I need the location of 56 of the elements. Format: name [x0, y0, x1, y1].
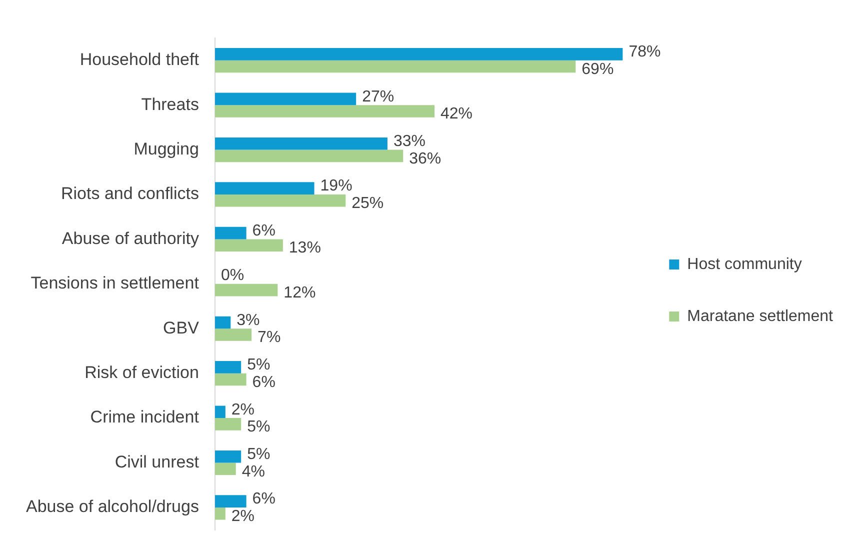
- bar: [214, 226, 246, 240]
- data-label: 13%: [288, 240, 321, 257]
- data-label: 19%: [320, 178, 352, 195]
- data-label: 6%: [252, 374, 276, 391]
- bar: [214, 182, 314, 194]
- bar: [214, 239, 283, 252]
- bar: [214, 48, 623, 60]
- bar: [214, 507, 226, 520]
- bar: [214, 328, 252, 341]
- y-tick-label: Risk of eviction: [84, 363, 199, 382]
- data-label: 4%: [242, 463, 265, 480]
- bar: [214, 361, 242, 374]
- data-label: 5%: [247, 356, 270, 374]
- data-label: 0%: [220, 267, 244, 284]
- y-tick-label: Crime incident: [90, 408, 200, 427]
- bar: [214, 150, 404, 162]
- data-label: 6%: [252, 222, 276, 240]
- y-tick-label: GBV: [163, 318, 200, 338]
- bar: [214, 92, 356, 106]
- data-label: 12%: [284, 284, 316, 302]
- bar: [214, 418, 242, 430]
- data-label: 3%: [236, 312, 260, 329]
- y-tick-label: Mugging: [134, 139, 199, 158]
- bar: [214, 105, 435, 118]
- y-tick-label: Abuse of authority: [62, 228, 200, 248]
- bar: [214, 450, 242, 463]
- bar: [214, 406, 226, 418]
- data-label: 2%: [231, 401, 255, 418]
- data-label: 6%: [252, 490, 276, 508]
- y-tick-label: Threats: [141, 94, 199, 114]
- y-tick-label: Riots and conflicts: [60, 184, 199, 204]
- bar: [214, 373, 246, 386]
- data-label: 25%: [352, 195, 384, 212]
- bar: [214, 137, 388, 150]
- y-tick-label: Tensions in settlement: [30, 274, 200, 293]
- bar: [214, 194, 346, 207]
- bar: [214, 495, 246, 508]
- data-label: 36%: [409, 150, 442, 168]
- bar: [214, 60, 576, 73]
- data-label: 42%: [440, 106, 473, 123]
- data-label: 27%: [362, 88, 394, 106]
- bar: [214, 316, 231, 329]
- y-tick-label: Civil unrest: [114, 452, 200, 472]
- legend-label: Host community: [687, 256, 802, 273]
- data-label: 5%: [247, 446, 270, 463]
- bar: [214, 462, 236, 476]
- data-label: 69%: [582, 60, 614, 78]
- data-label: 7%: [258, 329, 281, 346]
- y-tick-label: Household theft: [80, 50, 200, 70]
- data-label: 78%: [628, 44, 661, 61]
- data-label: 33%: [393, 133, 426, 150]
- bar: [214, 284, 278, 296]
- data-label: 5%: [247, 418, 270, 436]
- y-tick-label: Abuse of alcohol/drugs: [26, 497, 199, 516]
- legend-label: Maratane settlement: [687, 308, 834, 325]
- data-label: 2%: [231, 508, 255, 525]
